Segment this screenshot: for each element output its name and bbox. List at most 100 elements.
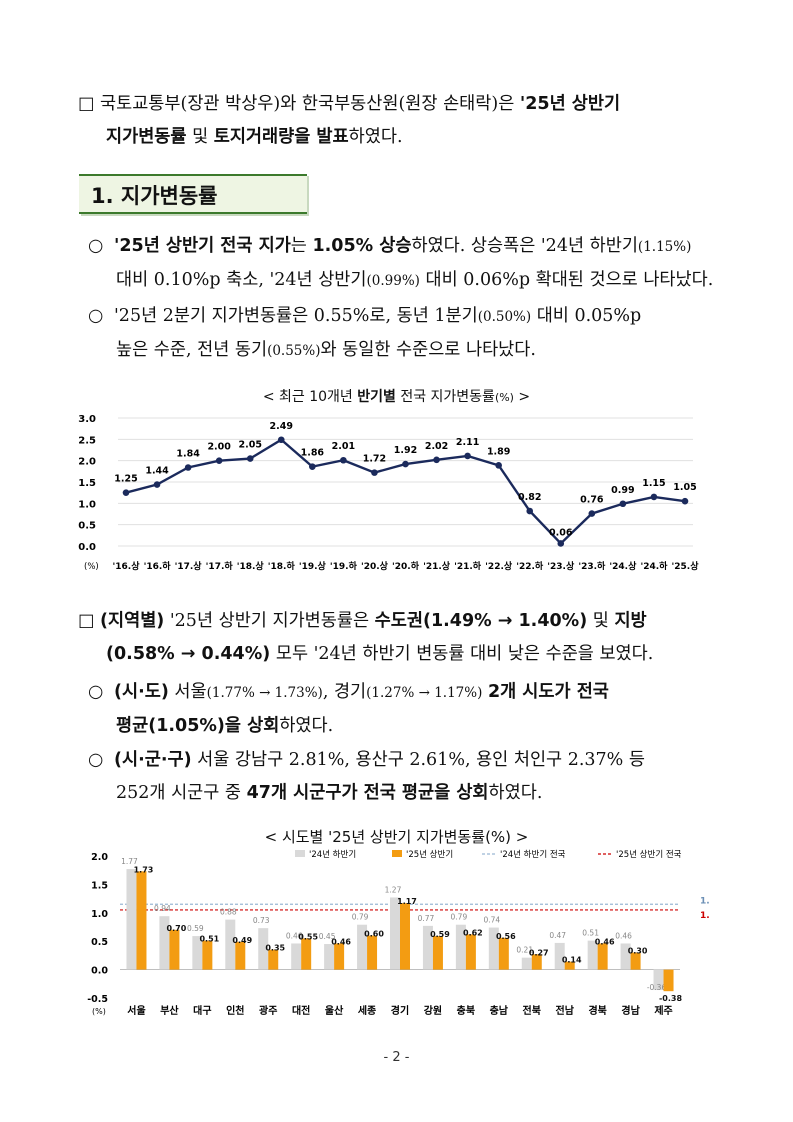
data-label: 1.92	[394, 445, 417, 456]
data-label: 1.77	[121, 857, 138, 866]
x-tick-label: '19.상	[299, 560, 327, 572]
data-label: 2.02	[425, 441, 448, 452]
square-bullet-icon: □	[78, 94, 95, 114]
data-point	[650, 493, 658, 501]
data-label: 1.84	[176, 448, 200, 459]
bullet-national-rate: ○ '25년 상반기 전국 지가는 1.05% 상승하였다. 상승폭은 '24년 …	[88, 230, 723, 298]
bar	[554, 942, 565, 970]
data-label: 0.59	[187, 924, 204, 933]
bar	[126, 869, 137, 970]
data-label: 0.21	[516, 946, 533, 955]
y-tick-label: 1.0	[91, 909, 108, 920]
x-tick-label: 충남	[490, 1004, 509, 1017]
data-label: 0.59	[430, 930, 450, 939]
x-tick-label: '25.상	[672, 560, 700, 572]
bar	[465, 934, 476, 970]
bar	[400, 903, 410, 970]
data-label: 2.05	[238, 440, 261, 451]
bar	[202, 940, 213, 970]
x-tick-label: '23.하	[578, 560, 606, 572]
data-point	[340, 456, 347, 464]
x-tick-label: 대구	[193, 1004, 211, 1017]
data-label: 0.51	[199, 935, 219, 944]
x-tick-label: 전남	[556, 1004, 575, 1017]
section-heading: 1. 지가변동률	[79, 174, 307, 214]
bar	[291, 943, 302, 970]
bar-chart: 2.0 1.5 1.0 0.5 0.0 -0.5 (%) 1.15 1.05 1.771.73 서울…	[87, 849, 710, 1017]
data-point	[433, 456, 440, 464]
bullet-sido: ○ (시·도) 서울(1.77% → 1.73%), 경기(1.27% → 1.1…	[88, 676, 723, 743]
bar	[498, 937, 509, 970]
x-tick-label: 세종	[358, 1004, 376, 1017]
y-tick-label: -0.5	[87, 994, 108, 1005]
data-label: 0.35	[265, 944, 285, 953]
x-tick-label: '20.하	[392, 560, 420, 572]
data-point	[371, 469, 378, 476]
data-label: 0.79	[451, 913, 468, 922]
data-point	[215, 457, 223, 464]
data-label: 1.25	[114, 474, 137, 485]
bar	[630, 952, 641, 970]
data-label: 1.05	[673, 482, 696, 493]
y-tick-label: 0.0	[78, 542, 96, 553]
data-point	[495, 462, 502, 469]
bar	[455, 924, 466, 970]
x-tick-label: 인천	[226, 1004, 244, 1017]
data-point	[309, 463, 316, 470]
data-label: 0.30	[628, 947, 648, 956]
legend-swatch	[295, 850, 305, 857]
data-label: 0.14	[562, 956, 582, 965]
data-label: 1.89	[487, 446, 510, 457]
data-point	[681, 497, 689, 505]
data-label: 0.47	[549, 931, 566, 940]
section-heading-text: 1. 지가변동률	[91, 184, 218, 208]
y-tick-label: 1.0	[78, 499, 96, 510]
data-label: 1.44	[145, 466, 169, 477]
data-point	[246, 455, 254, 462]
x-tick-label: '17.하	[206, 560, 234, 572]
data-label: 0.88	[220, 908, 237, 917]
data-label: 1.73	[134, 865, 154, 874]
x-tick-label: '24.하	[640, 560, 668, 572]
data-label: 2.00	[207, 442, 231, 453]
x-tick-label: 제주	[654, 1004, 672, 1017]
bar	[432, 936, 443, 970]
bar	[367, 935, 378, 970]
legend-swatch	[392, 850, 402, 857]
bar	[268, 949, 279, 970]
x-tick-label: '21.하	[454, 560, 482, 572]
data-label: 0.46	[615, 931, 632, 940]
x-tick-label: '18.상	[237, 560, 265, 572]
square-bullet-icon: □	[78, 611, 95, 631]
x-tick-label: '20.상	[361, 560, 389, 572]
data-label: -0.38	[659, 994, 682, 1003]
y-tick-label: 2.0	[78, 457, 96, 468]
bar	[235, 941, 246, 970]
circle-bullet-icon: ○	[88, 236, 104, 256]
data-label: 0.99	[611, 485, 634, 496]
data-point	[184, 464, 192, 471]
y-tick-label: 0.5	[91, 937, 108, 948]
y-tick-label: 2.0	[91, 852, 108, 863]
data-label: 0.76	[580, 495, 604, 506]
x-tick-label: 강원	[424, 1004, 442, 1017]
data-point	[557, 540, 565, 547]
data-label: 0.55	[298, 932, 318, 941]
bar	[390, 897, 400, 970]
y-axis-unit: (%)	[92, 1007, 106, 1016]
data-label: 0.56	[496, 932, 516, 941]
data-label: 0.62	[463, 928, 483, 937]
x-tick-label: '18.하	[268, 560, 296, 572]
data-label: 0.27	[529, 948, 549, 957]
bullet-quarterly-rate: ○ '25년 2분기 지가변동률은 0.55%로, 동년 1분기(0.50%) 대…	[88, 300, 723, 368]
y-tick-label: 2.5	[78, 435, 96, 446]
bullet-sigungu: ○ (시·군·구) 서울 강남구 2.81%, 용산구 2.61%, 용인 처인구…	[88, 744, 723, 810]
bar	[357, 924, 368, 970]
legend-label: '24년 하반기	[309, 849, 356, 860]
x-tick-label: '17.상	[175, 560, 203, 572]
x-tick-label: 서울	[127, 1004, 145, 1017]
bar	[653, 969, 664, 991]
data-label: 0.94	[154, 904, 171, 913]
circle-bullet-icon: ○	[88, 306, 104, 326]
data-label: 0.60	[364, 930, 384, 939]
